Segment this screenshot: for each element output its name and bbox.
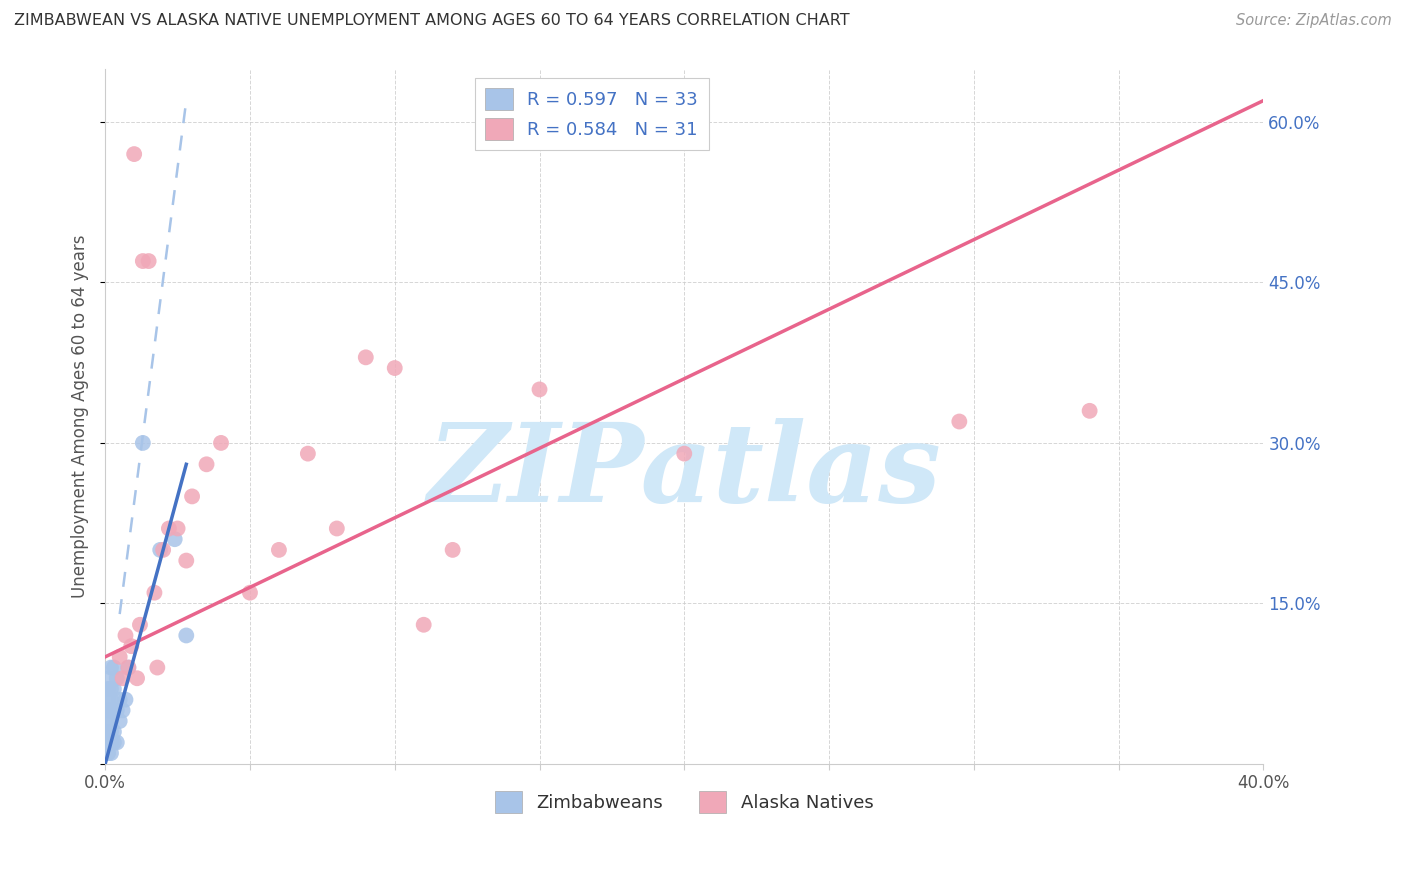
Alaska Natives xyxy=(152,542,174,557)
Alaska Natives xyxy=(125,671,148,685)
Alaska Natives xyxy=(108,649,131,664)
Alaska Natives xyxy=(181,490,204,504)
Alaska Natives xyxy=(143,585,166,599)
Alaska Natives xyxy=(267,542,290,557)
Zimbabweans xyxy=(100,735,122,749)
Alaska Natives xyxy=(129,617,152,632)
Zimbabweans xyxy=(105,671,128,685)
Zimbabweans xyxy=(97,735,120,749)
Alaska Natives xyxy=(195,458,218,472)
Alaska Natives xyxy=(384,361,406,376)
Zimbabweans xyxy=(97,692,120,706)
Zimbabweans xyxy=(163,532,186,546)
Zimbabweans xyxy=(97,724,120,739)
Alaska Natives xyxy=(326,521,349,535)
Alaska Natives xyxy=(1078,404,1101,418)
Zimbabweans xyxy=(100,724,122,739)
Zimbabweans xyxy=(97,714,120,728)
Zimbabweans xyxy=(174,628,197,642)
Zimbabweans xyxy=(103,735,125,749)
Alaska Natives xyxy=(122,147,145,161)
Alaska Natives xyxy=(948,415,970,429)
Zimbabweans xyxy=(114,692,136,706)
Alaska Natives xyxy=(111,671,134,685)
Zimbabweans xyxy=(100,660,122,674)
Zimbabweans xyxy=(97,681,120,696)
Alaska Natives xyxy=(146,660,169,674)
Zimbabweans xyxy=(103,681,125,696)
Alaska Natives xyxy=(114,628,136,642)
Zimbabweans xyxy=(100,703,122,717)
Zimbabweans xyxy=(108,692,131,706)
Alaska Natives xyxy=(174,553,197,567)
Alaska Natives xyxy=(412,617,434,632)
Alaska Natives xyxy=(132,254,155,268)
Zimbabweans xyxy=(100,746,122,760)
Zimbabweans xyxy=(103,724,125,739)
Zimbabweans xyxy=(103,703,125,717)
Text: Source: ZipAtlas.com: Source: ZipAtlas.com xyxy=(1236,13,1392,29)
Alaska Natives xyxy=(117,660,139,674)
Zimbabweans xyxy=(100,714,122,728)
Text: ZIMBABWEAN VS ALASKA NATIVE UNEMPLOYMENT AMONG AGES 60 TO 64 YEARS CORRELATION C: ZIMBABWEAN VS ALASKA NATIVE UNEMPLOYMENT… xyxy=(14,13,849,29)
Alaska Natives xyxy=(209,436,232,450)
Alaska Natives xyxy=(354,351,377,365)
Alaska Natives xyxy=(157,521,180,535)
Text: ZIPatlas: ZIPatlas xyxy=(427,418,941,525)
Zimbabweans xyxy=(105,735,128,749)
Zimbabweans xyxy=(103,660,125,674)
Alaska Natives xyxy=(529,383,551,397)
Zimbabweans xyxy=(100,681,122,696)
Zimbabweans xyxy=(117,660,139,674)
Zimbabweans xyxy=(108,714,131,728)
Zimbabweans xyxy=(100,692,122,706)
Alaska Natives xyxy=(297,447,319,461)
Zimbabweans xyxy=(97,703,120,717)
Legend: Zimbabweans, Alaska Natives: Zimbabweans, Alaska Natives xyxy=(484,780,884,824)
Alaska Natives xyxy=(166,521,188,535)
Zimbabweans xyxy=(105,703,128,717)
Zimbabweans xyxy=(132,436,155,450)
Alaska Natives xyxy=(441,542,464,557)
Alaska Natives xyxy=(120,639,142,653)
Zimbabweans xyxy=(97,746,120,760)
Zimbabweans xyxy=(111,703,134,717)
Y-axis label: Unemployment Among Ages 60 to 64 years: Unemployment Among Ages 60 to 64 years xyxy=(72,235,89,598)
Zimbabweans xyxy=(97,671,120,685)
Alaska Natives xyxy=(138,254,160,268)
Zimbabweans xyxy=(149,542,172,557)
Alaska Natives xyxy=(673,447,696,461)
Alaska Natives xyxy=(239,585,262,599)
